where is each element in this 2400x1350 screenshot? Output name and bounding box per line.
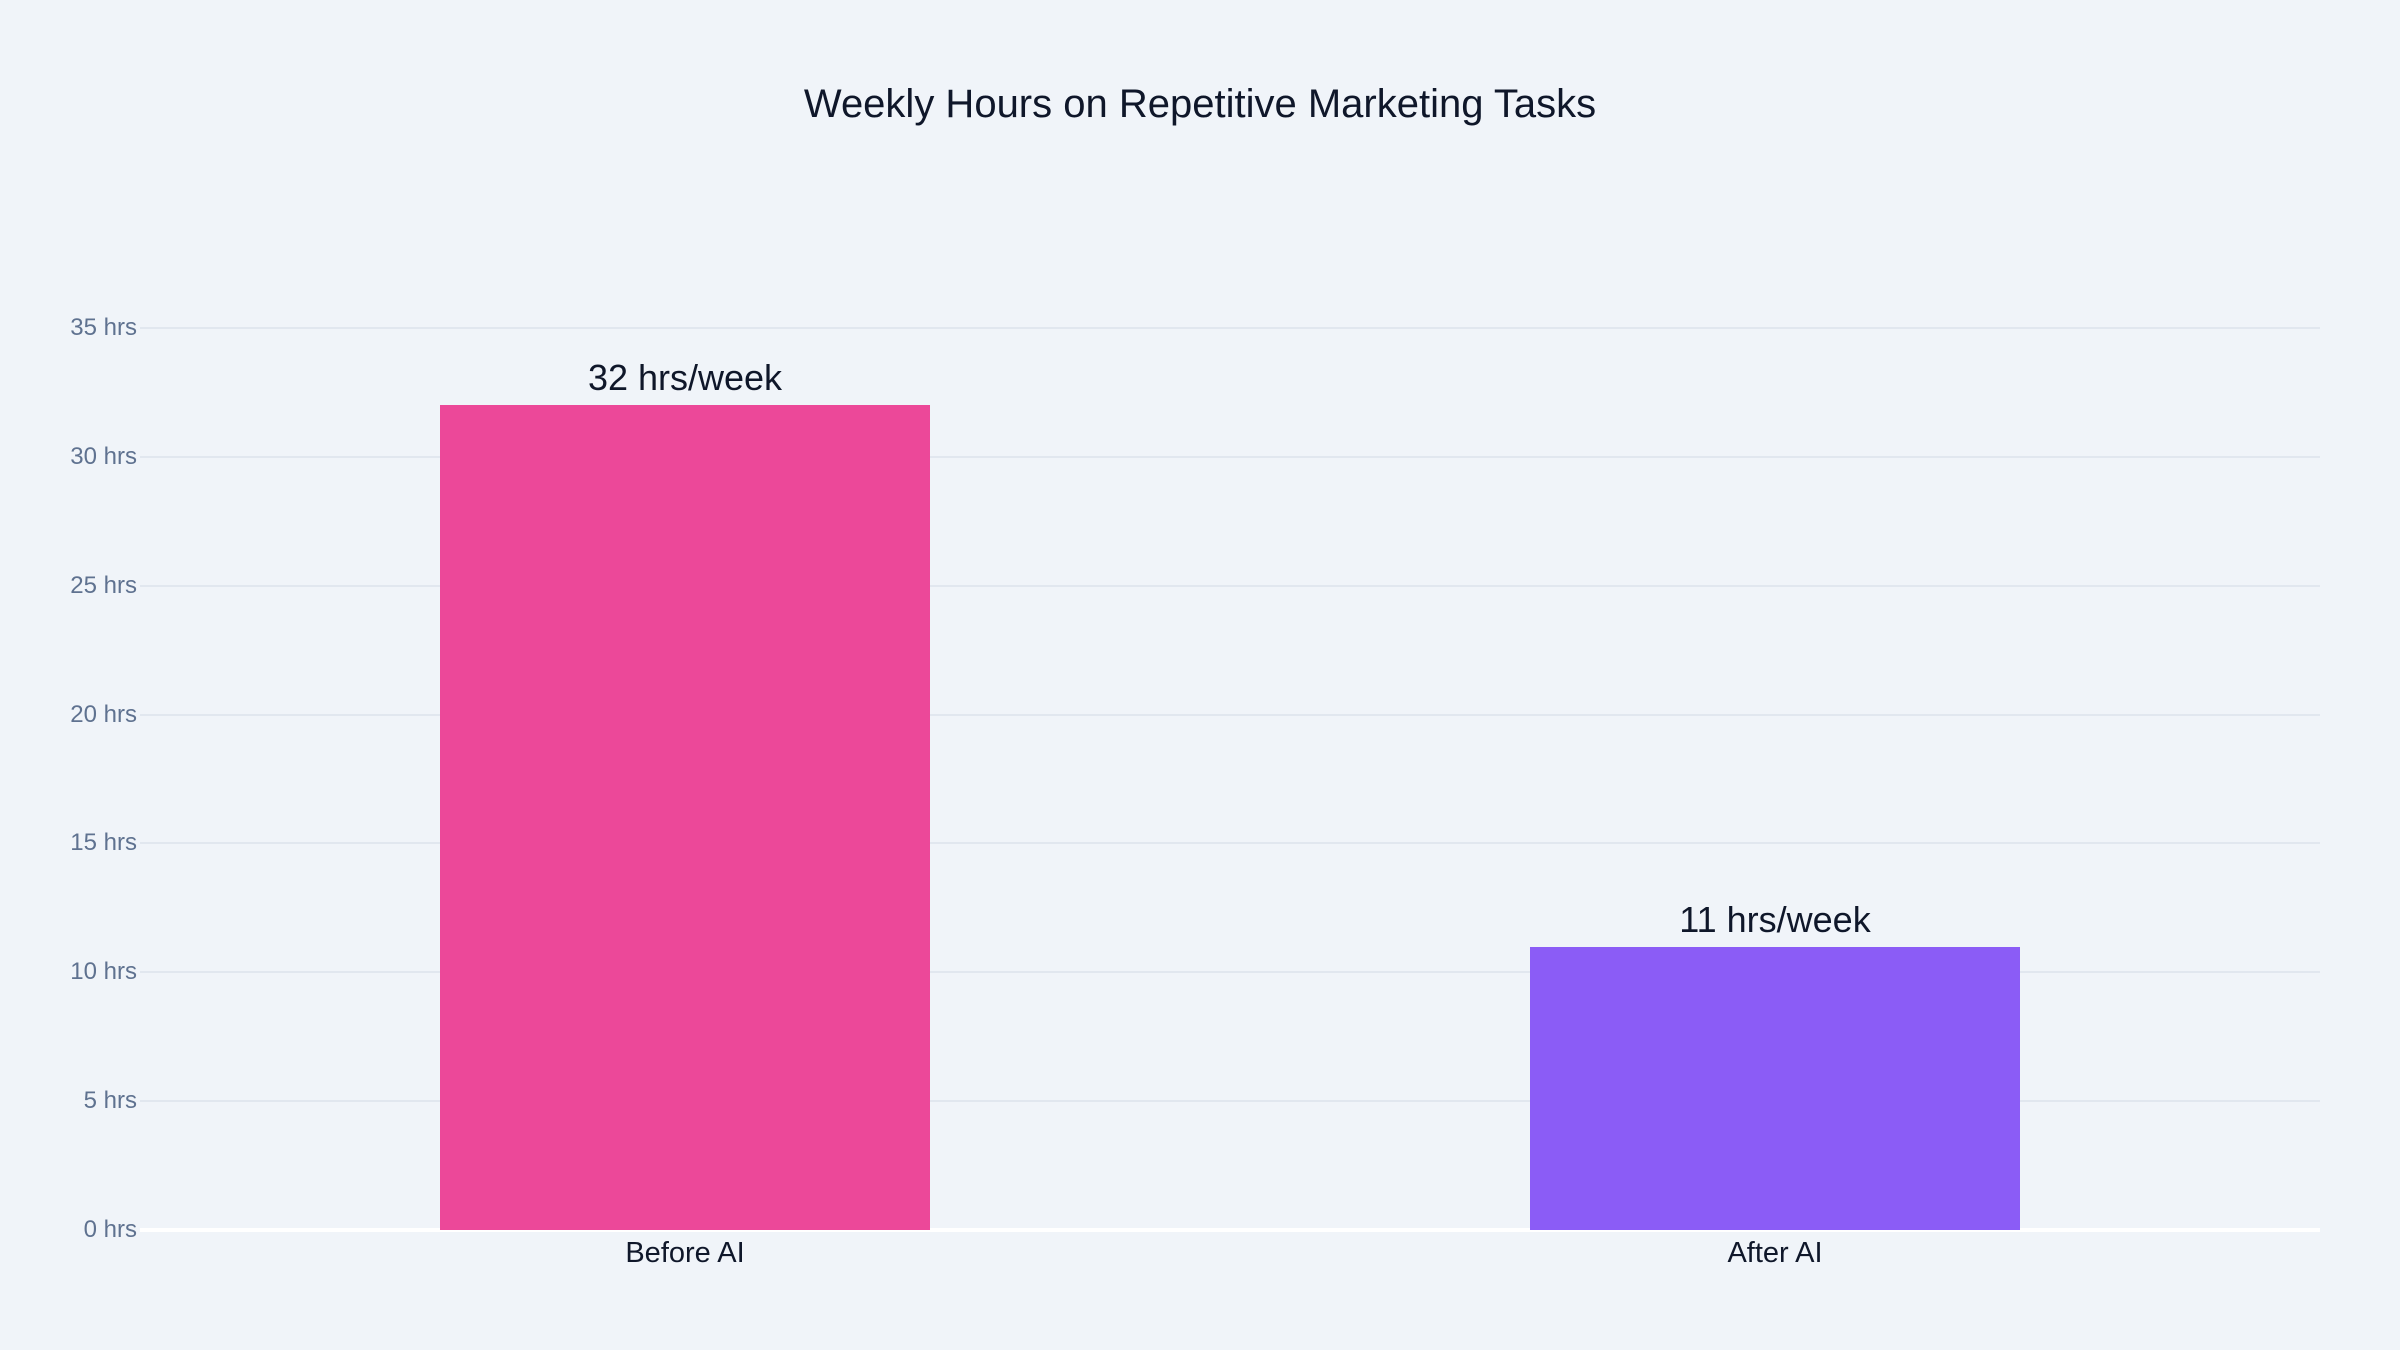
y-tick-label: 20 hrs — [70, 700, 137, 728]
y-tick-label: 0 hrs — [83, 1216, 137, 1243]
y-tick-label: 15 hrs — [70, 829, 137, 857]
x-tick-label: Before AI — [625, 1237, 745, 1269]
gridline — [140, 713, 2320, 716]
gridline — [140, 327, 2320, 329]
gridline — [140, 971, 2320, 974]
bar-after-ai[interactable] — [1529, 946, 2021, 1230]
gridline — [140, 1100, 2320, 1103]
gridline — [140, 455, 2320, 458]
x-tick-label: After AI — [1727, 1237, 1823, 1269]
bar-data-label: 11 hrs/week — [1679, 898, 1871, 940]
bar-before-ai[interactable] — [439, 405, 931, 1230]
y-tick-label: 5 hrs — [83, 1087, 137, 1115]
gridline — [140, 584, 2320, 587]
y-tick-label: 10 hrs — [70, 958, 137, 986]
y-tick-label: 35 hrs — [70, 314, 137, 341]
y-tick-label: 25 hrs — [70, 571, 137, 599]
chart-title: Weekly Hours on Repetitive Marketing Tas… — [803, 82, 1597, 126]
bar-data-label: 32 hrs/week — [587, 357, 783, 399]
zero-line — [140, 1228, 2320, 1232]
plot-area: 32 hrs/week 11 hrs/week — [140, 327, 2320, 1232]
gridline — [140, 842, 2320, 845]
y-tick-label: 30 hrs — [70, 442, 137, 470]
